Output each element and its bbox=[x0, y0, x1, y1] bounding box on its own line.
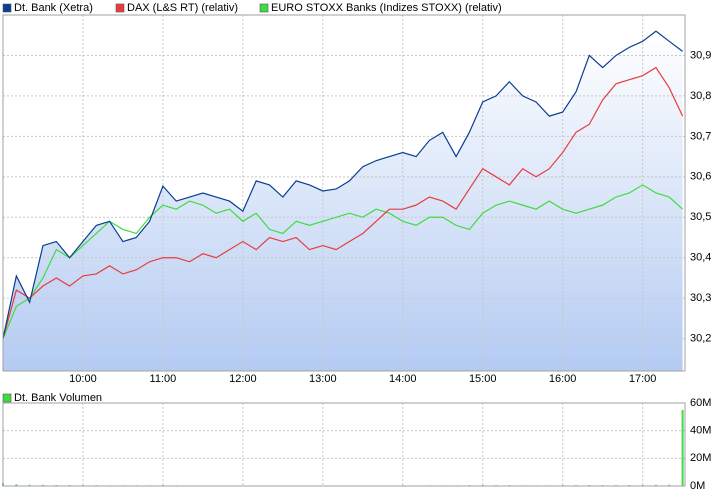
volume-bar bbox=[41, 484, 44, 486]
series-line bbox=[2, 30, 683, 339]
legend-swatch bbox=[2, 3, 12, 13]
y-tick-label: 30,3 bbox=[690, 292, 711, 304]
volume-bar bbox=[28, 484, 31, 486]
volume-bar bbox=[654, 484, 657, 486]
x-tick-label: 17:00 bbox=[629, 373, 657, 385]
legend-label: Dt. Bank Volumen bbox=[14, 392, 102, 404]
x-tick-label: 15:00 bbox=[469, 373, 497, 385]
plot-background bbox=[3, 403, 685, 486]
y-tick-label: 30,2 bbox=[690, 333, 711, 345]
y-tick-label: 40M bbox=[690, 425, 711, 437]
plot-frame bbox=[2, 14, 686, 372]
volume-bar bbox=[681, 409, 684, 486]
y-tick-label: 30,5 bbox=[690, 211, 711, 223]
y-tick-label: 30,4 bbox=[690, 252, 711, 264]
y-tick-label: 20M bbox=[690, 452, 711, 464]
y-tick-label: 30,9 bbox=[690, 49, 711, 61]
y-tick-label: 30,7 bbox=[690, 130, 711, 142]
y-tick-label: 60M bbox=[690, 397, 711, 409]
x-tick-label: 14:00 bbox=[389, 373, 417, 385]
x-tick-label: 10:00 bbox=[69, 373, 97, 385]
legend-label: EURO STOXX Banks (Indizes STOXX) (relati… bbox=[271, 2, 502, 14]
legend-swatch bbox=[115, 3, 125, 13]
legend-label: Dt. Bank (Xetra) bbox=[14, 2, 93, 14]
y-tick-label: 30,8 bbox=[690, 90, 711, 102]
x-tick-label: 16:00 bbox=[549, 373, 577, 385]
x-tick-label: 12:00 bbox=[229, 373, 257, 385]
volume-bar bbox=[15, 484, 18, 486]
y-tick-label: 30,6 bbox=[690, 171, 711, 183]
plot-frame bbox=[2, 402, 686, 487]
area-fill bbox=[3, 31, 683, 371]
x-tick-label: 11:00 bbox=[150, 373, 177, 385]
series-line bbox=[2, 184, 684, 339]
legend-swatch bbox=[2, 393, 12, 403]
volume-bar bbox=[668, 484, 671, 486]
y-tick-label: 0M bbox=[690, 480, 705, 492]
x-tick-label: 13:00 bbox=[309, 373, 337, 385]
legend-swatch bbox=[259, 3, 269, 13]
legend-label: DAX (L&S RT) (relativ) bbox=[127, 2, 238, 14]
series-line bbox=[2, 66, 684, 339]
